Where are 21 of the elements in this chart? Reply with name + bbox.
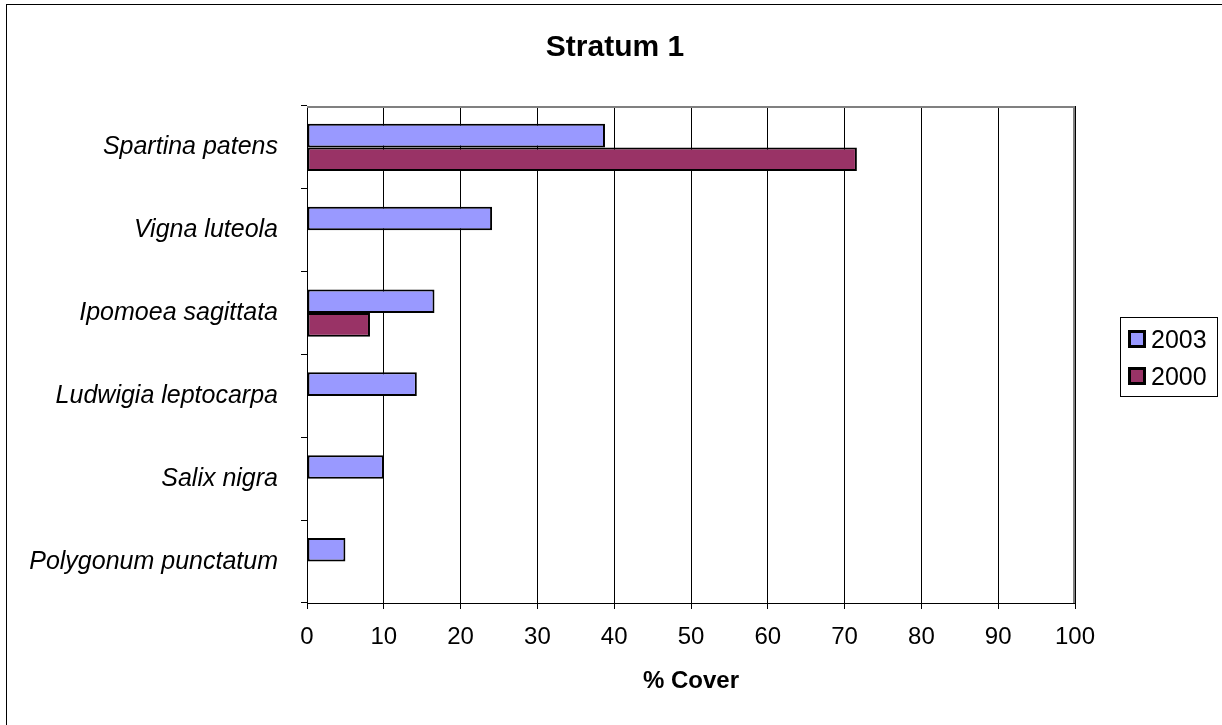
chart-title: Stratum 1 bbox=[544, 29, 686, 63]
y-tick-label: Salix nigra bbox=[161, 462, 279, 491]
y-tick-label: Ipomoea sagittata bbox=[79, 297, 279, 326]
legend-label: 2003 bbox=[1151, 323, 1207, 354]
x-tick-label: 90 bbox=[984, 622, 1012, 650]
x-tick-label: 20 bbox=[447, 622, 474, 650]
x-tick-label: 10 bbox=[370, 622, 398, 650]
legend-label: 2000 bbox=[1151, 360, 1207, 391]
x-tick-label: 40 bbox=[600, 622, 628, 650]
x-tick-label: 80 bbox=[908, 622, 935, 650]
y-tick-label: Polygonum punctatum bbox=[29, 545, 278, 574]
y-tick-label: Vigna luteola bbox=[133, 214, 279, 243]
y-tick-label: Ludwigia leptocarpa bbox=[55, 379, 279, 408]
x-tick-label: 0 bbox=[300, 622, 314, 650]
x-axis-title: % Cover bbox=[642, 666, 740, 694]
x-tick-label: 30 bbox=[524, 622, 551, 650]
x-tick-label: 60 bbox=[754, 622, 782, 650]
x-tick-label: 70 bbox=[831, 622, 858, 650]
x-tick-label: 100 bbox=[1054, 622, 1096, 650]
x-tick-label: 50 bbox=[677, 622, 705, 650]
y-tick-label: Spartina patens bbox=[102, 131, 278, 160]
